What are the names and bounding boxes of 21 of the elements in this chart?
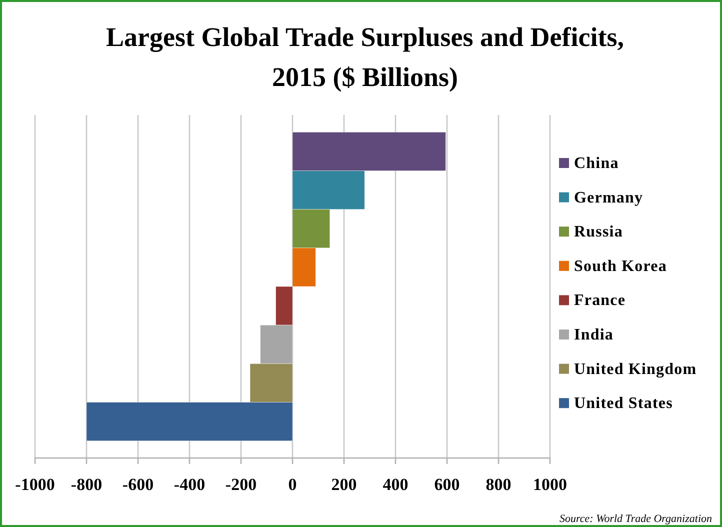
- x-tick-label: 1000: [533, 475, 567, 494]
- x-tick-label: 400: [382, 475, 408, 494]
- x-tick-label: 800: [486, 475, 512, 494]
- legend-label: United States: [574, 395, 673, 412]
- x-tick-label: -200: [225, 475, 257, 494]
- x-tick-label: 0: [288, 475, 297, 494]
- x-tick-label: -1000: [15, 475, 55, 494]
- legend-label: France: [574, 292, 626, 310]
- legend-label: Germany: [574, 189, 644, 206]
- x-tick-label: -400: [174, 475, 206, 494]
- legend-label: Russia: [574, 224, 623, 241]
- x-tick-label: 200: [331, 475, 357, 494]
- x-tick-label: -800: [70, 475, 102, 494]
- chart-title: Largest Global Trade Surpluses and Deficits, 2015 ($ Billions): [106, 22, 624, 92]
- x-tick-label: 600: [434, 475, 460, 494]
- legend-label: China: [574, 155, 619, 172]
- legend-label: United Kingdom: [574, 360, 697, 378]
- legend-label: South Korea: [574, 258, 667, 275]
- legend-label: India: [574, 326, 614, 344]
- source-note: Source: World Trade Organization: [560, 513, 712, 525]
- x-tick-label: -600: [122, 475, 154, 494]
